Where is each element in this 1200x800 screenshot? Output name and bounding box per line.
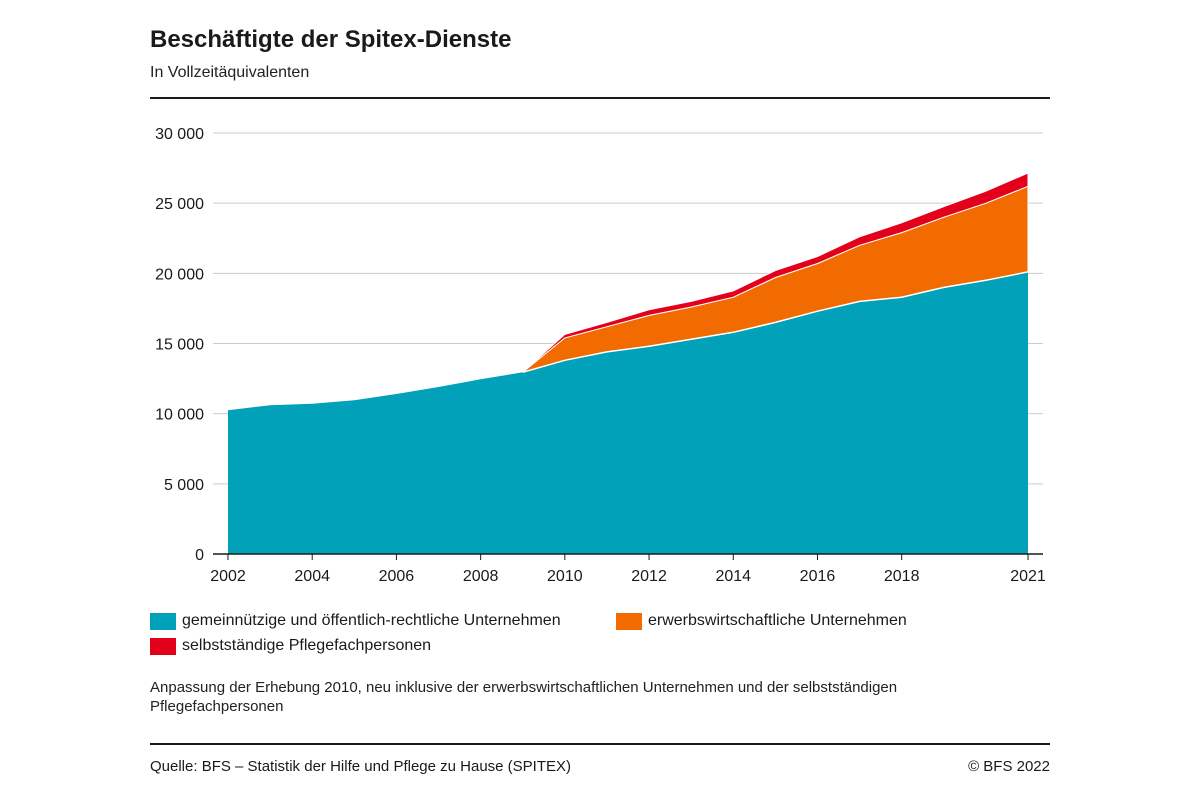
stacked-areas — [228, 172, 1029, 554]
x-tick-label: 2004 — [294, 568, 330, 585]
area-series-selbststaendig — [522, 172, 1029, 373]
copyright-text: © BFS 2022 — [968, 758, 1050, 775]
x-tick-label: 2021 — [1010, 568, 1046, 585]
axes: 0 5 000 10 000 15 000 20 000 25 000 30 000 2002… — [155, 126, 1046, 585]
chart-subtitle: In Vollzeitäquivalenten — [150, 64, 310, 81]
y-tick-label: 25 000 — [155, 196, 204, 213]
x-tick-label: 2016 — [800, 568, 836, 585]
legend-label-selbststaendig: selbstständige Pflegefachpersonen — [182, 637, 432, 654]
series-separator — [522, 271, 1029, 374]
legend-swatch-gemeinnuetzig — [150, 612, 176, 630]
y-tick-label: 15 000 — [155, 337, 204, 354]
y-tick-label: 20 000 — [155, 266, 204, 283]
x-tick-label: 2008 — [463, 568, 499, 585]
x-tick-label: 2002 — [210, 568, 246, 585]
legend-swatch-erwerbswirtschaftlich — [616, 612, 642, 630]
y-tick-label: 0 — [195, 547, 204, 564]
area-series-gemeinnuetzig — [228, 271, 1028, 554]
legend-label-erwerbswirtschaftlich: erwerbswirtschaftliche Unternehmen — [648, 612, 907, 629]
x-tick-label: 2006 — [379, 568, 415, 585]
y-tick-label: 30 000 — [155, 126, 204, 143]
x-tick-label: 2012 — [631, 568, 667, 585]
bottom-divider — [150, 743, 1050, 745]
legend-item-erwerbswirtschaftlich: erwerbswirtschaftliche Unternehmen — [616, 612, 907, 630]
x-tick-label: 2018 — [884, 568, 920, 585]
x-tick-label: 2010 — [547, 568, 583, 585]
x-tick-label: 2014 — [715, 568, 751, 585]
legend-item-gemeinnuetzig: gemeinnützige und öffentlich-rechtliche … — [150, 612, 561, 630]
chart-note: Anpassung der Erhebung 2010, neu inklusi… — [150, 679, 898, 715]
y-tick-label: 5 000 — [164, 477, 204, 494]
legend-item-selbststaendig: selbstständige Pflegefachpersonen — [150, 637, 431, 655]
top-divider — [150, 97, 1050, 99]
legend-swatch-selbststaendig — [150, 637, 176, 655]
legend-label-gemeinnuetzig: gemeinnützige und öffentlich-rechtliche … — [182, 612, 561, 629]
area-chart: 0 5 000 10 000 15 000 20 000 25 000 30 000 2002… — [155, 126, 1046, 585]
source-text: Quelle: BFS – Statistik der Hilfe und Pf… — [150, 758, 572, 775]
chart-title: Beschäftigte der Spitex-Dienste — [150, 26, 512, 53]
y-tick-label: 10 000 — [155, 407, 204, 424]
